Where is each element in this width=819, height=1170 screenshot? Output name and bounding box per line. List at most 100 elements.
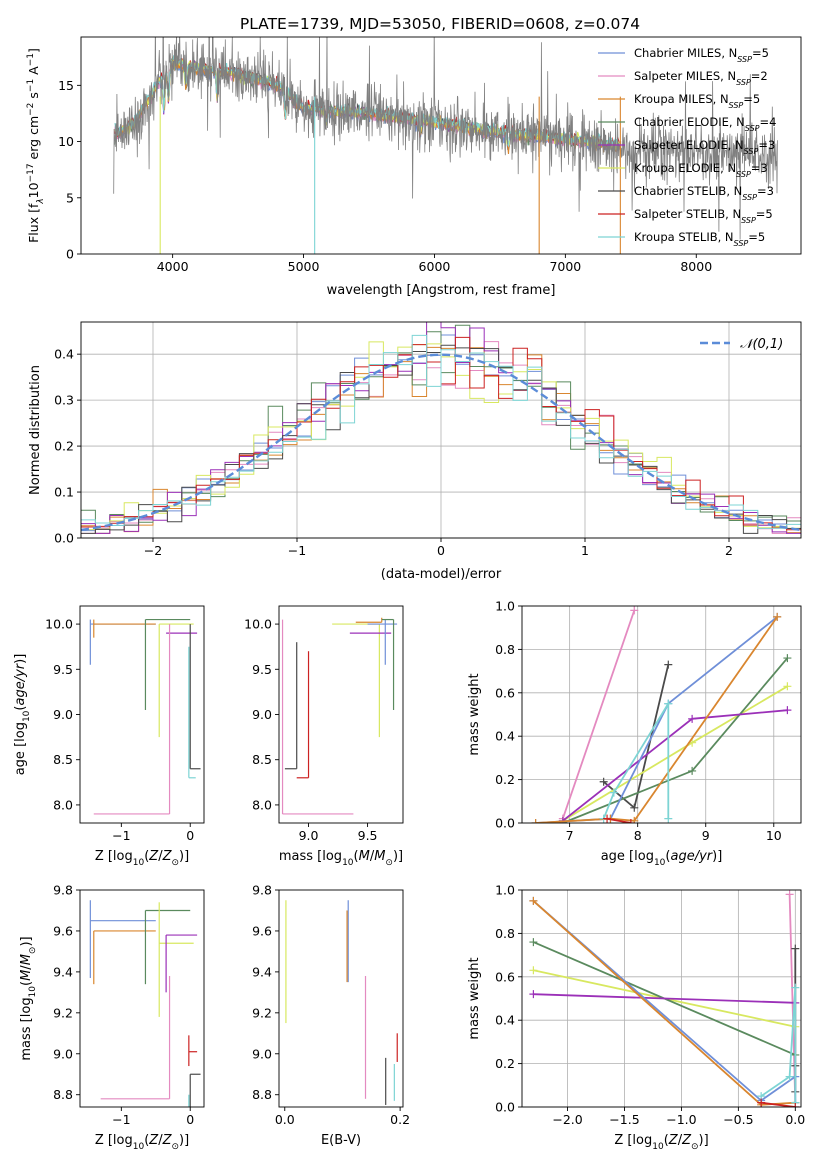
y-axis-label: Normed distribution [28,365,43,495]
axes-frame: −1 0 8.0 8.5 9.0 9.5 10.0 Z [log10(Z/Z⊙)] age [l… [13,605,205,868]
y-tick-label: 0.4 [495,1013,515,1028]
y-tick-label: 0.2 [495,772,515,787]
svg-text:Z [log10(Z/Z⊙)]: Z [log10(Z/Z⊙)] [614,1133,708,1152]
x-tick-label: 8000 [680,259,712,274]
y-tick-label: 0.2 [495,1056,515,1071]
x-tick-label: 1 [581,543,589,558]
axis-label: mass [log10(M/M⊙)] [19,936,38,1060]
weight-series [603,814,635,823]
weight-series [757,1098,800,1107]
legend-label: Kroupa ELODIE, NSSP=3 [634,161,768,179]
series-line [602,700,670,820]
errorbar-point [144,909,191,985]
plot-area [281,617,398,815]
errorbar-point [158,623,194,738]
y-tick-label: 0.1 [54,485,74,500]
plot-area [81,322,801,534]
series-marker [688,766,697,775]
axis-label: age [log10(age/yr)] [13,654,32,776]
weight-series [558,606,639,823]
y-tick-label: 8.8 [53,1087,73,1102]
axes-frame: −2 −1 0 1 2 0.0 0.1 0.2 0.3 0.4 (data-model)/error… [28,321,802,582]
x-tick-label: 8 [634,828,642,843]
errorbar-point [281,619,354,815]
axes-border [521,605,802,824]
errorbar-point [296,651,310,779]
plot-area [285,900,398,1105]
x-tick-label: 0.0 [785,1112,805,1127]
x-axis-label: (data-model)/error [381,567,502,582]
series-marker [783,682,792,691]
x-tick-label: 9 [702,828,710,843]
y-tick-label: 0.6 [495,969,515,984]
svg-text:Z [log10(Z/Z⊙)]: Z [log10(Z/Z⊙)] [95,849,189,868]
svg-text:mass [log10(M/M⊙)]: mass [log10(M/M⊙)] [279,849,403,868]
axes-border [80,36,802,255]
series-marker [630,606,639,615]
errorbar-point [332,623,380,738]
series-marker [529,966,538,975]
x-tick-label: 5000 [288,259,320,274]
svg-text:mass weight: mass weight [467,673,482,755]
y-tick-label: 0.4 [495,729,515,744]
figure-title: PLATE=1739, MJD=53050, FIBERID=0608, z=0… [240,15,640,33]
axes-border [79,605,205,824]
errorbar-point [188,1035,198,1067]
y-tick-label: 8.5 [53,752,73,767]
series-line [760,987,797,1103]
y-tick-label: 0.2 [54,439,74,454]
x-tick-label: 0 [437,543,445,558]
axis-label: E(B-V) [321,1133,361,1148]
series-marker [791,944,800,953]
series-marker [783,706,792,715]
weight-series [558,682,792,823]
y-tick-label: 9.0 [53,707,73,722]
y-tick-label: 9.4 [53,964,73,979]
svg-text:age [log10(age/yr)]: age [log10(age/yr)] [601,849,723,868]
series-line [788,894,797,1103]
errorbar-point [367,619,398,665]
y-tick-label: 0.3 [54,393,74,408]
series-line [532,900,796,1106]
y-tick-label: 9.8 [53,883,73,898]
series-line [760,1101,796,1107]
legend-label: Kroupa STELIB, NSSP=5 [634,230,765,248]
errorbar-point [158,902,194,1017]
y-tick-label: 9.6 [53,923,73,938]
series-marker [757,1098,766,1107]
axes-border [79,889,205,1108]
panel-residuals: −2 −1 0 1 2 0.0 0.1 0.2 0.3 0.4 (data-model)/error… [28,321,802,582]
svg-text:mass weight: mass weight [467,957,482,1039]
y-tick-label: 0 [66,247,74,262]
panel-age-vs-mass: 9.0 9.5 8.0 8.5 9.0 9.5 10.0 mass [log10(M/M⊙)] [244,605,404,868]
residual-histogram [81,334,801,529]
panel-mass-vs-z: −1 0 8.8 9.0 9.2 9.4 9.6 9.8 Z [log10(Z/Z⊙)] mass… [19,883,205,1152]
series-marker [773,612,782,621]
x-tick-label: 9.5 [358,828,378,843]
panel-spectrum: 4000 5000 6000 7000 8000 0 5 10 15 wavelength [An… [26,36,802,298]
x-axis-label: wavelength [Angstrom, rest frame] [327,283,556,298]
series-line [606,817,632,823]
axis-label: age [log10(age/yr)] [601,849,723,868]
series-line [562,709,788,822]
x-tick-label: 6000 [419,259,451,274]
residual-histogram [81,344,801,534]
x-tick-label: 7000 [549,259,581,274]
y-tick-label: 0.6 [495,685,515,700]
x-tick-label: −1.5 [609,1112,639,1127]
weight-series [531,612,782,823]
y-tick-label: 0.0 [495,816,515,831]
y-tick-label: 1.0 [495,599,515,614]
axes-border [521,889,802,1108]
x-tick-label: −2.0 [552,1112,582,1127]
y-tick-label: 0.0 [54,531,74,546]
axis-label: mass weight [467,673,482,755]
y-tick-label: 0.8 [495,642,515,657]
panel-weight-vs-z: −2.0 −1.5 −1.0 −0.5 0.0 0.0 0.2 0.4 0.6 0.8 1.0 Z [… [467,883,805,1153]
weight-series [785,890,800,1107]
observed-spectrum-line [113,37,778,240]
errorbar-point [93,930,156,985]
x-tick-label: 0 [186,828,194,843]
